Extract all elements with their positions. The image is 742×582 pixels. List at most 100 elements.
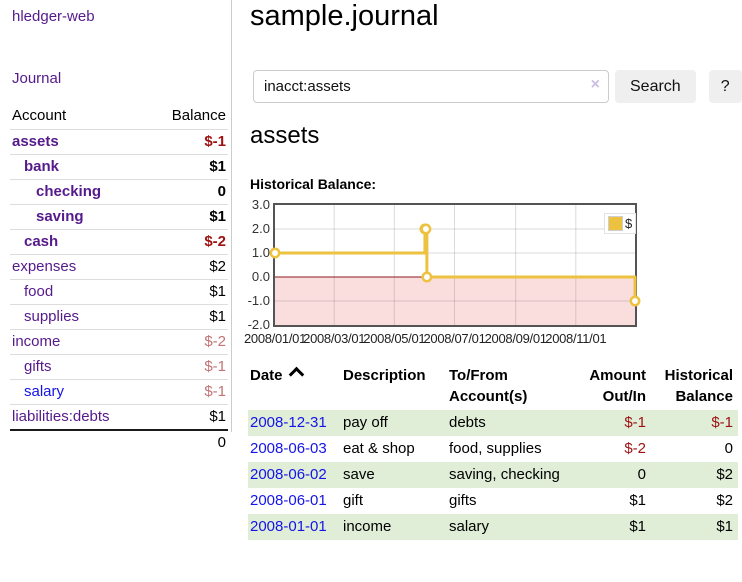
legend-label: $	[625, 216, 633, 231]
account-balance: $1	[209, 158, 226, 175]
account-row: food $1	[10, 280, 228, 305]
account-link[interactable]: gifts	[24, 358, 52, 375]
account-balance: $-2	[204, 333, 226, 350]
sidebar: hledger-web Journal Account Balance asse…	[0, 0, 231, 582]
x-axis-tick-label: 2008/03/01	[303, 331, 366, 346]
search-input[interactable]	[253, 70, 609, 103]
x-axis-tick-label: 2008/01/01	[243, 331, 307, 346]
account-link[interactable]: income	[12, 333, 61, 350]
x-axis-tick-label: 2008/11/01	[545, 331, 607, 346]
transaction-balance: $2	[716, 466, 733, 483]
chart-legend: $	[604, 213, 637, 234]
account-balance: 0	[217, 183, 226, 200]
account-balance: $1	[209, 408, 226, 425]
search-form: × Search ?	[253, 70, 742, 103]
account-row: expenses $2	[10, 255, 228, 280]
transaction-date-link[interactable]: 2008-01-01	[250, 518, 327, 535]
x-axis-tick-label: 2008/09/01	[484, 331, 547, 346]
app-title-link[interactable]: hledger-web	[12, 8, 95, 25]
column-header-amount: Amount Out/In	[589, 367, 646, 405]
transaction-date-link[interactable]: 2008-06-03	[250, 440, 327, 457]
transaction-accounts: salary	[449, 518, 490, 535]
transaction-accounts: gifts	[449, 492, 477, 509]
y-axis-tick-label: 2.0	[251, 221, 270, 236]
transaction-description: save	[343, 466, 375, 483]
transaction-description: eat & shop	[343, 440, 415, 457]
account-title: assets	[250, 122, 320, 149]
account-link[interactable]: salary	[24, 383, 65, 400]
account-link[interactable]: liabilities:debts	[12, 408, 110, 425]
column-header-description: Description	[343, 367, 426, 384]
transaction-balance: 0	[724, 440, 733, 457]
search-button[interactable]: Search	[615, 70, 696, 103]
column-header-date: Date	[248, 362, 343, 410]
transaction-amount: $-1	[624, 414, 646, 431]
accounts-table-body: assets $-1 bank $1 checking 0 saving $1 cash $-2 e…	[10, 130, 228, 431]
clear-search-icon[interactable]: ×	[590, 76, 600, 93]
accounts-total-spacer	[10, 430, 149, 455]
transaction-accounts: food, supplies	[449, 440, 542, 457]
account-row: gifts $-1	[10, 355, 228, 380]
transaction-date-link[interactable]: 2008-06-02	[250, 466, 327, 483]
account-row: salary $-1	[10, 380, 228, 405]
account-link[interactable]: food	[24, 283, 54, 300]
sort-ascending-icon	[288, 366, 304, 383]
help-button[interactable]: ?	[708, 70, 742, 103]
register-table: Date Description To/From Account(s) Amou…	[248, 362, 738, 540]
accounts-total-row: 0	[10, 430, 228, 455]
sidebar-item-journal[interactable]: Journal	[12, 70, 62, 87]
account-link[interactable]: cash	[24, 233, 59, 250]
account-link[interactable]: assets	[12, 133, 59, 150]
account-row: assets $-1	[10, 130, 228, 155]
column-header-balance: Historical Balance	[664, 367, 733, 405]
account-balance: $1	[209, 208, 226, 225]
register-table-body: 2008-12-31 pay off debts $-1 $-1 2008-06-03 ea…	[248, 410, 738, 540]
transaction-balance: $2	[716, 492, 733, 509]
y-axis-tick-label: -1.0	[247, 293, 270, 308]
accounts-header-balance: Balance	[148, 103, 228, 130]
chart-canvas	[269, 203, 641, 327]
account-row: bank $1	[10, 155, 228, 180]
register-row: 2008-06-02 save saving, checking 0 $2	[248, 462, 738, 488]
accounts-header-account: Account	[10, 103, 149, 130]
x-axis-tick-label: 2008/05/01	[363, 331, 426, 346]
register-row: 2008-01-01 income salary $1 $1	[248, 514, 738, 540]
account-balance: $2	[209, 258, 226, 275]
account-row: supplies $1	[10, 305, 228, 330]
account-balance: $1	[209, 308, 226, 325]
y-axis-tick-label: 1.0	[251, 245, 270, 260]
transaction-amount: $1	[629, 492, 646, 509]
accounts-table-header: Account Balance	[10, 103, 228, 130]
account-balance: $-2	[204, 233, 226, 250]
transaction-date-link[interactable]: 2008-06-01	[250, 492, 327, 509]
register-table-header: Date Description To/From Account(s) Amou…	[248, 362, 738, 410]
transaction-balance: $-1	[711, 414, 733, 431]
account-link[interactable]: saving	[36, 208, 84, 225]
account-link[interactable]: bank	[24, 158, 60, 175]
account-row: liabilities:debts $1	[10, 405, 228, 431]
register-row: 2008-06-03 eat & shop food, supplies $-2 0	[248, 436, 738, 462]
account-link[interactable]: supplies	[24, 308, 80, 325]
account-row: saving $1	[10, 205, 228, 230]
account-balance: $1	[209, 283, 226, 300]
account-row: income $-2	[10, 330, 228, 355]
search-box: ×	[253, 70, 609, 103]
transaction-description: gift	[343, 492, 364, 509]
y-axis-tick-label: -2.0	[247, 317, 270, 332]
account-row: checking 0	[10, 180, 228, 205]
account-link[interactable]: checking	[36, 183, 102, 200]
transaction-amount: 0	[637, 466, 646, 483]
transaction-date-link[interactable]: 2008-12-31	[250, 414, 327, 431]
accounts-table: Account Balance assets $-1 bank $1 checking 0…	[10, 103, 228, 455]
transaction-description: pay off	[343, 414, 388, 431]
transaction-description: income	[343, 518, 392, 535]
sidebar-divider	[231, 0, 232, 432]
y-axis-tick-label: 3.0	[251, 197, 270, 212]
chart-title: Historical Balance:	[250, 176, 377, 192]
account-link[interactable]: expenses	[12, 258, 77, 275]
column-header-accounts: To/From Account(s)	[449, 367, 528, 405]
account-balance: $-1	[204, 383, 226, 400]
y-axis-tick-label: 0.0	[251, 269, 270, 284]
chart-area: $ 3.0 2.0 1.0 0.0 -1.0 -2.0 2008/01/01 2008/03/…	[244, 197, 742, 355]
account-balance: $-1	[204, 358, 226, 375]
